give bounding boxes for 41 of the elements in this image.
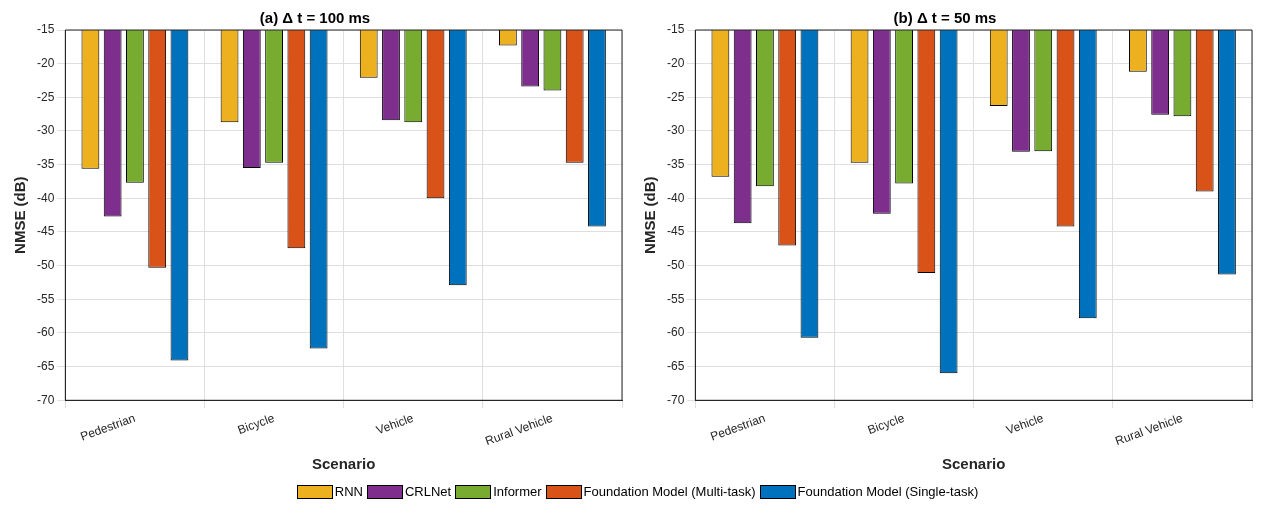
y-tick-label: -40: [667, 190, 685, 205]
y-tick-label: -25: [37, 89, 55, 104]
y-tick-label: -60: [37, 325, 55, 340]
x-axis-title: Scenario: [311, 455, 376, 473]
legend-label: Foundation Model (Single-task): [797, 484, 979, 499]
y-axis-title: NMSE (dB): [641, 176, 659, 254]
y-tick-label: -35: [667, 156, 685, 171]
legend-label: Informer: [493, 484, 542, 499]
legend-label: Foundation Model (Multi-task): [583, 484, 756, 499]
y-tick-label: -30: [37, 123, 55, 138]
y-tick-label: -50: [667, 257, 685, 272]
y-tick-label: -50: [37, 257, 55, 272]
chart-title: (b) Δ t = 50 ms: [893, 9, 997, 27]
y-tick-label: -15: [37, 22, 55, 37]
y-tick-label: -25: [667, 89, 685, 104]
x-tick-label: Vehicle: [374, 410, 416, 438]
x-tick-label: Rural Vehicle: [1113, 410, 1185, 449]
x-axis-title: Scenario: [941, 455, 1006, 473]
y-tick-label: -60: [667, 325, 685, 340]
x-tick-label: Bicycle: [235, 410, 277, 437]
chart-title: (a) Δ t = 100 ms: [259, 9, 371, 27]
y-tick-label: -45: [667, 224, 685, 239]
y-tick-label: -35: [37, 156, 55, 171]
y-tick-label: -30: [667, 123, 685, 138]
y-tick-label: -20: [37, 55, 55, 70]
legend-label: RNN: [334, 484, 363, 499]
y-axis-title: NMSE (dB): [11, 176, 29, 254]
y-tick-label: -40: [37, 190, 55, 205]
x-tick-label: Vehicle: [1004, 410, 1046, 438]
y-tick-label: -55: [37, 291, 55, 306]
y-tick-label: -65: [667, 358, 685, 373]
y-tick-label: -20: [667, 55, 685, 70]
y-tick-label: -45: [37, 224, 55, 239]
y-tick-label: -65: [37, 358, 55, 373]
y-tick-label: -15: [667, 22, 685, 37]
y-tick-label: -70: [37, 392, 55, 407]
y-tick-label: -70: [667, 392, 685, 407]
x-tick-label: Rural Vehicle: [483, 410, 555, 449]
y-tick-label: -55: [667, 291, 685, 306]
legend-label: CRLNet: [404, 484, 452, 499]
x-tick-label: Bicycle: [865, 410, 907, 437]
